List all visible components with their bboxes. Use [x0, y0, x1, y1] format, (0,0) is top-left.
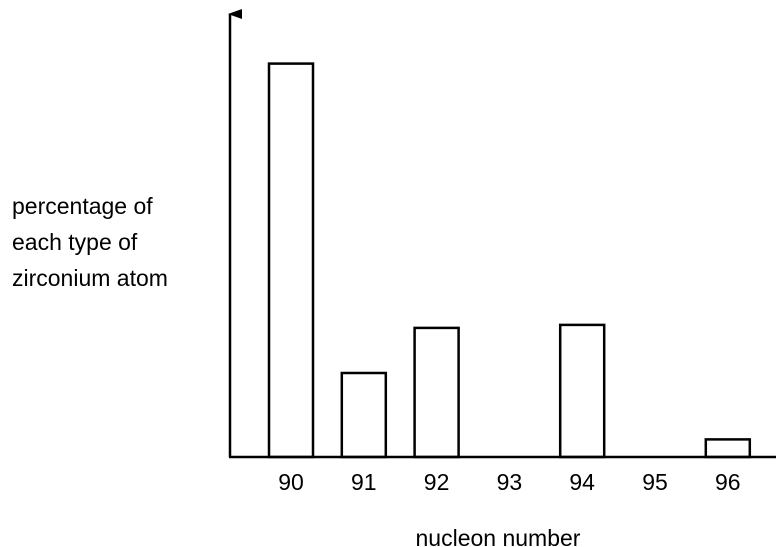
- y-axis-label: percentage of each type of zirconium ato…: [12, 188, 168, 296]
- y-axis-label-line-3: zirconium atom: [12, 265, 168, 291]
- bar-94: [558, 323, 606, 459]
- x-tick-label-91: 91: [351, 469, 377, 495]
- x-tick-label-93: 93: [497, 469, 523, 495]
- x-tick-labels: 90 91 92 93 94 95 96: [278, 469, 740, 495]
- bar-91: [340, 371, 388, 459]
- y-axis-label-line-1: percentage of: [12, 193, 153, 219]
- bar-92: [413, 326, 460, 459]
- y-axis-label-line-2: each type of: [12, 229, 138, 255]
- x-tick-label-95: 95: [642, 469, 668, 495]
- x-tick-label-90: 90: [278, 469, 304, 495]
- x-tick-label-96: 96: [715, 469, 741, 495]
- x-axis-label: nucleon number: [416, 525, 581, 547]
- bar-90: [267, 62, 315, 459]
- x-tick-label-94: 94: [569, 469, 595, 495]
- x-tick-label-92: 92: [424, 469, 450, 495]
- bar-96: [704, 438, 752, 459]
- bars-group: [267, 62, 752, 459]
